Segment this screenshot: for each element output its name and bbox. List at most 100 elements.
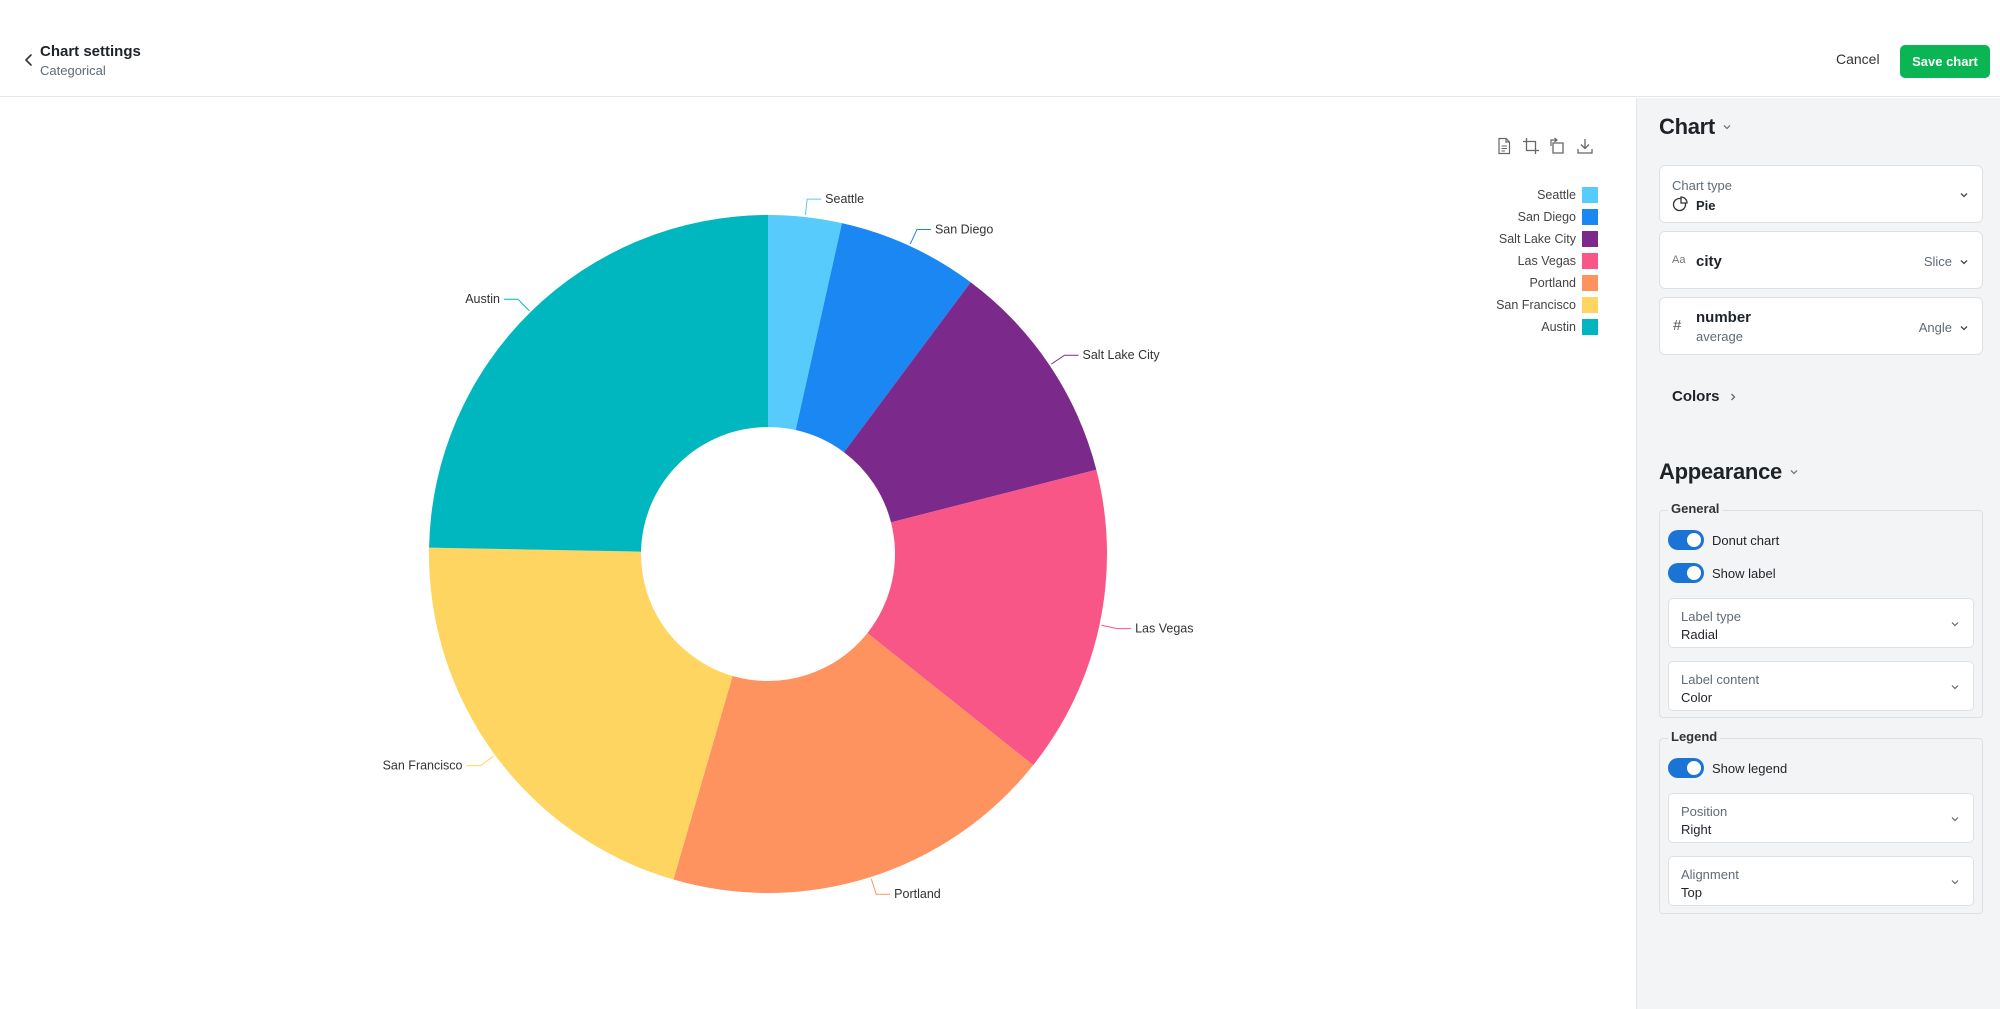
back-chevron-icon[interactable] (20, 50, 38, 70)
legend-item[interactable]: Salt Lake City (1499, 231, 1598, 247)
dimension-field-card[interactable]: Aa city Slice (1659, 231, 1983, 289)
legend-swatch (1582, 253, 1598, 269)
appearance-section-header[interactable]: Appearance (1659, 459, 1800, 485)
legend-position-select[interactable]: Position Right (1668, 793, 1974, 843)
label-content-label: Label content (1681, 672, 1760, 687)
chart-type-label: Chart type (1672, 178, 1732, 193)
pie-slice[interactable] (795, 223, 971, 453)
chart-section-header[interactable]: Chart (1659, 114, 1733, 140)
label-content-select[interactable]: Label content Color (1668, 661, 1974, 711)
page-subtitle: Categorical (40, 63, 106, 78)
slice-leader-line (1101, 624, 1132, 630)
pie-slice[interactable] (673, 633, 1034, 893)
general-legend: General (1668, 501, 1723, 516)
legend-position-label: Position (1681, 804, 1728, 819)
label-type-select[interactable]: Label type Radial (1668, 598, 1974, 648)
legend-item[interactable]: San Diego (1518, 209, 1598, 225)
cancel-button[interactable]: Cancel (1836, 51, 1880, 67)
chevron-down-icon (1960, 260, 1968, 265)
settings-panel: Chart Chart type Pie Aa city Slice # num… (1636, 98, 2000, 1009)
chevron-down-icon (1790, 470, 1798, 475)
pie-slice[interactable] (429, 547, 733, 880)
pie-slice[interactable] (843, 282, 1097, 523)
text-type-icon: Aa (1672, 254, 1686, 266)
pie-slice[interactable] (768, 215, 842, 431)
legend-item[interactable]: Seattle (1537, 187, 1598, 203)
chevron-down-icon (1951, 622, 1959, 627)
show-legend-label: Show legend (1712, 760, 1788, 776)
slice-leader-line (909, 229, 931, 245)
dimension-role: Slice (1923, 254, 1952, 269)
legend-item-label: San Diego (1517, 210, 1576, 224)
label-type-value: Radial (1681, 627, 1718, 642)
donut-chart-toggle[interactable] (1668, 530, 1704, 550)
legend-item[interactable]: San Francisco (1496, 297, 1598, 313)
legend-swatch (1582, 297, 1598, 313)
slice-label: San Francisco (383, 759, 463, 773)
slice-leader-line (870, 878, 891, 895)
legend-fieldset: Legend Show legend Position Right Alignm… (1659, 729, 1983, 914)
chart-type-select[interactable]: Chart type Pie (1659, 165, 1983, 223)
appearance-section-title: Appearance (1659, 459, 1782, 484)
legend-item-label: San Francisco (1496, 298, 1576, 312)
chart-type-value: Pie (1696, 198, 1716, 213)
measure-aggregation: average (1696, 329, 1743, 344)
legend-item[interactable]: Portland (1529, 275, 1598, 291)
slice-label: Las Vegas (1135, 622, 1193, 636)
pie-chart-icon (1672, 196, 1688, 212)
general-fieldset: General Donut chart Show label Label typ… (1659, 501, 1983, 718)
pie-chart: Seattle San Diego Salt Lake City Las Vegas P… (383, 192, 1194, 901)
chevron-down-icon (1951, 817, 1959, 822)
page-title: Chart settings (40, 43, 141, 60)
show-label-label: Show label (1712, 565, 1776, 581)
legend-item-label: Portland (1529, 276, 1576, 290)
legend-alignment-label: Alignment (1681, 867, 1739, 882)
number-type-icon: # (1673, 317, 1682, 334)
slice-leader-line (503, 298, 530, 311)
download-icon[interactable] (1575, 136, 1594, 156)
pie-slice[interactable] (429, 215, 768, 552)
chart-toolbar (1494, 136, 1594, 160)
show-label-toggle-row[interactable]: Show label (1668, 563, 1776, 583)
measure-field-name: number (1696, 309, 1752, 326)
show-label-toggle[interactable] (1668, 563, 1704, 583)
slice-label: San Diego (935, 223, 993, 237)
slice-label: Salt Lake City (1083, 348, 1161, 362)
pie-slice[interactable] (867, 469, 1107, 766)
slice-leader-line (1050, 354, 1079, 365)
donut-chart-label: Donut chart (1712, 532, 1780, 548)
legend-item[interactable]: Austin (1541, 319, 1598, 335)
legend-item-label: Austin (1541, 320, 1576, 334)
show-legend-toggle[interactable] (1668, 758, 1704, 778)
crop-icon[interactable] (1521, 136, 1540, 156)
legend-swatch (1582, 319, 1598, 335)
colors-label: Colors (1672, 388, 1720, 405)
save-chart-button[interactable]: Save chart (1900, 45, 1990, 78)
chevron-down-icon (1951, 685, 1959, 690)
chart-legend: Seattle San Diego Salt Lake City Las Vegas P… (1496, 187, 1598, 335)
legend-item[interactable]: Las Vegas (1518, 253, 1598, 269)
colors-link[interactable]: Colors (1672, 388, 1738, 405)
document-icon[interactable] (1494, 136, 1513, 156)
chart-section-title: Chart (1659, 114, 1715, 139)
chevron-right-icon (1730, 393, 1735, 400)
legend-legend: Legend (1668, 729, 1721, 744)
legend-item-label: Seattle (1537, 188, 1576, 202)
label-content-value: Color (1681, 690, 1713, 705)
slice-leader-line (466, 755, 494, 767)
header: Chart settings Categorical Cancel Save c… (0, 0, 2000, 97)
rotate-icon[interactable] (1548, 136, 1567, 156)
slice-leader-line (804, 198, 822, 216)
measure-role: Angle (1918, 320, 1952, 335)
measure-field-card[interactable]: # number average Angle (1659, 297, 1983, 355)
legend-swatch (1582, 231, 1598, 247)
show-legend-toggle-row[interactable]: Show legend (1668, 758, 1787, 778)
chevron-down-icon (1960, 326, 1968, 331)
chevron-down-icon (1723, 125, 1731, 130)
legend-swatch (1582, 187, 1598, 203)
slice-label: Seattle (825, 192, 864, 206)
legend-alignment-select[interactable]: Alignment Top (1668, 856, 1974, 906)
chevron-down-icon (1960, 193, 1968, 198)
donut-chart-toggle-row[interactable]: Donut chart (1668, 530, 1779, 550)
legend-item-label: Las Vegas (1517, 254, 1576, 268)
